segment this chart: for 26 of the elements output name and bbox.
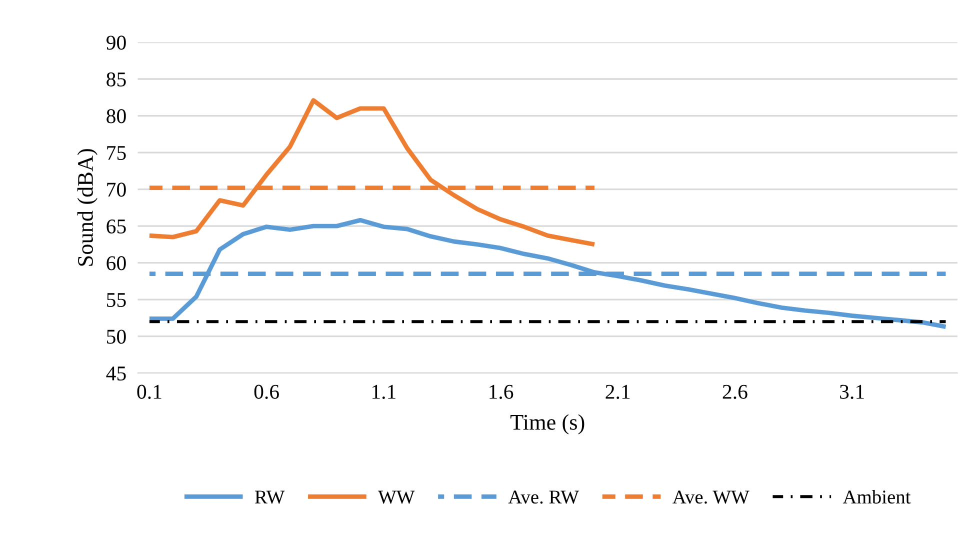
line-series — [147, 218, 948, 329]
x-tick-label: 2.1 — [606, 384, 630, 399]
x-axis-title: Time (s) — [510, 414, 584, 434]
line-series — [147, 98, 597, 247]
x-tick-label: 1.6 — [490, 384, 514, 399]
y-tick-label: 65 — [106, 219, 126, 234]
y-tick-label: 60 — [106, 256, 126, 270]
y-tick-label: 80 — [106, 109, 126, 124]
x-tick-label: 0.6 — [254, 384, 279, 399]
y-tick-label: 90 — [106, 36, 126, 50]
x-tick-label: 1.1 — [372, 384, 396, 399]
y-tick-label: 55 — [107, 293, 126, 307]
legend-label: RW — [255, 490, 285, 504]
y-tick-label: 85 — [106, 72, 126, 86]
x-tick-label: 2.6 — [722, 384, 748, 399]
legend-label: WW — [378, 490, 415, 504]
x-tick-label: 0.1 — [137, 384, 162, 399]
y-tick-label: 75 — [107, 146, 126, 160]
x-tick-label: 3.1 — [840, 384, 864, 399]
y-tick-label: 70 — [107, 182, 126, 197]
y-tick-label: 45 — [106, 366, 126, 381]
y-tick-label: 50 — [107, 330, 126, 344]
legend-label: Ambient — [842, 490, 911, 504]
y-axis-title: Sound (dBA) — [77, 149, 98, 266]
legend-label: Ave. RW — [508, 490, 579, 504]
legend-label: Ave. WW — [672, 490, 750, 504]
